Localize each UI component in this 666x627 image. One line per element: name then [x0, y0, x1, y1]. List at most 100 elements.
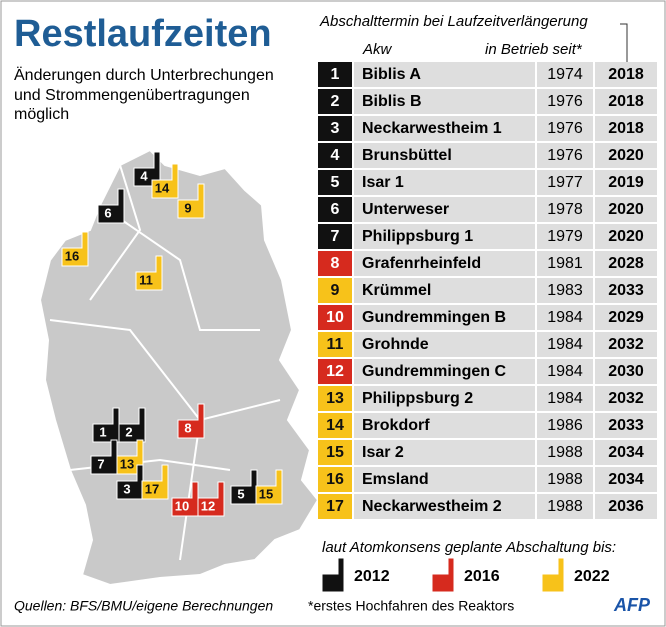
- row-number: 2: [331, 93, 340, 110]
- plant-name: Gundremmingen C: [362, 363, 506, 380]
- row-bg: [595, 386, 657, 411]
- map-marker-label: 4: [140, 168, 148, 183]
- row-number-box: [318, 440, 352, 465]
- plant-name: Grafenrheinfeld: [362, 255, 481, 272]
- start-year: 1977: [547, 174, 583, 191]
- row-bg: [537, 332, 593, 357]
- row-bg: [354, 359, 535, 384]
- row-number: 11: [327, 336, 344, 353]
- row-number-box: [318, 251, 352, 276]
- plant-name: Unterweser: [362, 201, 449, 218]
- map-marker-label: 15: [259, 486, 273, 501]
- row-number: 9: [331, 282, 340, 299]
- row-bg: [354, 467, 535, 492]
- end-year: 2036: [608, 498, 644, 515]
- row-number: 10: [326, 309, 344, 326]
- row-bg: [537, 305, 593, 330]
- end-year: 2018: [608, 120, 644, 137]
- map-marker-label: 13: [120, 456, 134, 471]
- legend-icon: [431, 557, 455, 593]
- legend-icon: [321, 557, 345, 593]
- row-number: 14: [326, 417, 344, 434]
- row-bg: [537, 467, 593, 492]
- end-year: 2019: [608, 174, 644, 191]
- row-bg: [354, 494, 535, 519]
- row-number-box: [318, 332, 352, 357]
- map-marker: [118, 407, 146, 443]
- map-marker-label: 8: [184, 420, 191, 435]
- row-bg: [595, 89, 657, 114]
- map-marker: [177, 403, 205, 439]
- row-number-box: [318, 386, 352, 411]
- map-marker: [116, 464, 144, 500]
- legend-icon: [541, 557, 565, 593]
- plant-name: Isar 1: [362, 174, 404, 191]
- logo: AFP: [613, 595, 651, 615]
- row-bg: [595, 332, 657, 357]
- row-bg: [595, 170, 657, 195]
- end-year: 2030: [608, 363, 644, 380]
- bracket: [620, 23, 628, 62]
- map-marker-label: 10: [175, 498, 189, 513]
- column-header: Akw: [362, 41, 393, 58]
- legend-label: 2012: [354, 568, 390, 585]
- map-marker-label: 5: [237, 486, 244, 501]
- row-bg: [354, 332, 535, 357]
- row-number: 6: [331, 201, 340, 218]
- end-year: 2020: [608, 228, 644, 245]
- start-year: 1976: [547, 120, 583, 137]
- map-marker: [135, 255, 163, 291]
- plant-name: Emsland: [362, 471, 429, 488]
- legend-title: laut Atomkonsens geplante Abschaltung bi…: [322, 539, 616, 556]
- start-year: 1986: [547, 417, 583, 434]
- map-germany: [38, 148, 320, 587]
- row-bg: [595, 494, 657, 519]
- map-marker: [141, 464, 169, 500]
- map-borders: [49, 164, 281, 561]
- map-marker-label: 16: [65, 248, 79, 263]
- end-year: 2029: [608, 309, 644, 326]
- start-year: 1988: [547, 471, 583, 488]
- row-bg: [595, 278, 657, 303]
- row-bg: [354, 224, 535, 249]
- row-bg: [537, 116, 593, 141]
- start-year: 1981: [547, 255, 583, 272]
- start-year: 1984: [547, 336, 583, 353]
- start-year: 1988: [547, 498, 583, 515]
- row-number-box: [318, 305, 352, 330]
- row-number-box: [318, 413, 352, 438]
- end-year: 2028: [608, 255, 644, 272]
- plant-name: Brunsbüttel: [362, 147, 452, 164]
- row-number-box: [318, 62, 352, 87]
- map-marker: [230, 469, 258, 505]
- row-bg: [595, 251, 657, 276]
- end-year: 2032: [608, 336, 644, 353]
- row-bg: [537, 251, 593, 276]
- map-marker: [92, 407, 120, 443]
- plant-name: Grohnde: [362, 336, 429, 353]
- row-bg: [354, 143, 535, 168]
- row-number-box: [318, 116, 352, 141]
- row-number-box: [318, 224, 352, 249]
- plant-name: Krümmel: [362, 282, 431, 299]
- end-year: 2020: [608, 201, 644, 218]
- row-bg: [537, 440, 593, 465]
- row-number: 1: [331, 66, 340, 83]
- row-bg: [354, 278, 535, 303]
- plant-name: Gundremmingen B: [362, 309, 506, 326]
- subtitle: möglich: [14, 106, 69, 123]
- start-year: 1983: [547, 282, 583, 299]
- start-year: 1979: [547, 228, 583, 245]
- row-bg: [354, 89, 535, 114]
- row-number-box: [318, 170, 352, 195]
- plant-name: Neckarwestheim 2: [362, 498, 502, 515]
- row-bg: [537, 197, 593, 222]
- footnote: *erstes Hochfahren des Reaktors: [308, 598, 514, 614]
- row-bg: [354, 386, 535, 411]
- row-bg: [354, 440, 535, 465]
- row-bg: [537, 494, 593, 519]
- map-marker-label: 17: [145, 481, 159, 496]
- start-year: 1976: [547, 93, 583, 110]
- row-bg: [537, 278, 593, 303]
